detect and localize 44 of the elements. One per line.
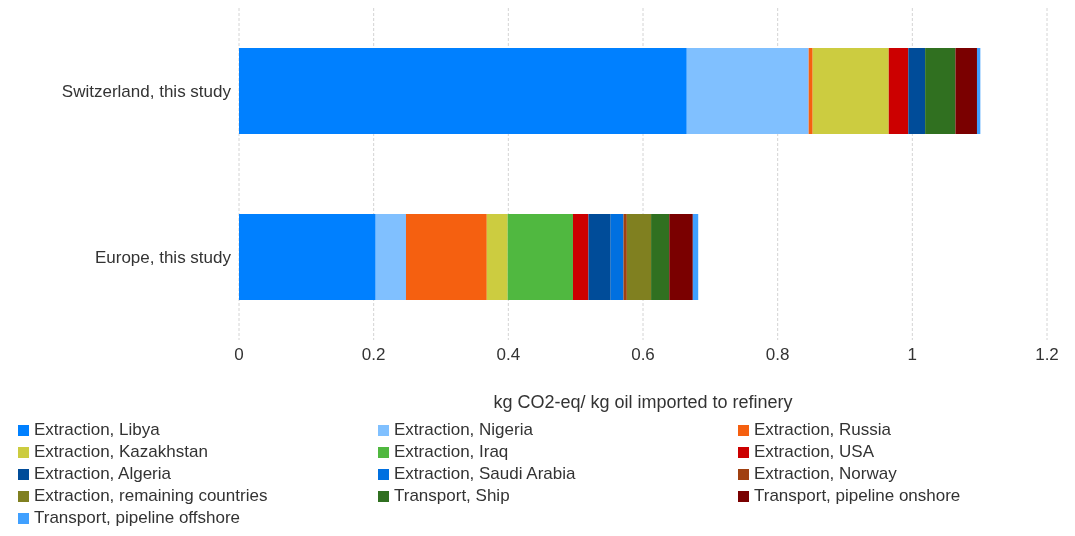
bar: [239, 48, 687, 134]
x-tick-label: 0.2: [361, 345, 386, 365]
legend-label: Extraction, Nigeria: [394, 420, 533, 440]
bar: [610, 214, 624, 300]
x-axis-title: kg CO2-eq/ kg oil imported to refinery: [493, 392, 793, 412]
x-tick-label: 0.8: [765, 345, 790, 365]
bar: [405, 214, 487, 300]
bar: [486, 214, 508, 300]
bar: [692, 214, 699, 300]
bar: [623, 214, 627, 300]
legend-label: Extraction, remaining countries: [34, 486, 268, 506]
bar: [808, 48, 813, 134]
legend-label: Transport, Ship: [394, 486, 510, 506]
bar: [669, 214, 693, 300]
bar: [626, 214, 652, 300]
bar: [375, 214, 406, 300]
x-tick-label: 1.2: [1035, 345, 1059, 365]
bar: [925, 48, 956, 134]
legend-label: Extraction, Saudi Arabia: [394, 464, 576, 484]
legend-label: Extraction, USA: [754, 442, 874, 462]
x-tick-label: 1: [907, 345, 918, 365]
legend-label: Extraction, Algeria: [34, 464, 172, 484]
bar: [686, 48, 809, 134]
legend-label: Extraction, Libya: [34, 420, 160, 440]
legend-label: Transport, pipeline onshore: [754, 486, 961, 506]
bar: [572, 214, 589, 300]
x-tick-label: 0: [234, 345, 244, 365]
bar: [908, 48, 926, 134]
y-tick-label: Europe, this study: [94, 248, 232, 268]
bar: [588, 214, 611, 300]
bar: [812, 48, 889, 134]
x-tick-label: 0.4: [496, 345, 521, 365]
bar: [888, 48, 909, 134]
bar: [239, 214, 376, 300]
bar: [955, 48, 977, 134]
bar: [507, 214, 573, 300]
legend-label: Extraction, Kazakhstan: [34, 442, 208, 462]
legend-label: Extraction, Iraq: [394, 442, 509, 462]
legend-label: Extraction, Norway: [754, 464, 897, 484]
bar: [651, 214, 670, 300]
y-tick-label: Switzerland, this study: [61, 82, 232, 102]
x-tick-label: 0.6: [631, 345, 655, 365]
legend-label: Extraction, Russia: [754, 420, 891, 440]
legend-label: Transport, pipeline offshore: [34, 508, 241, 528]
